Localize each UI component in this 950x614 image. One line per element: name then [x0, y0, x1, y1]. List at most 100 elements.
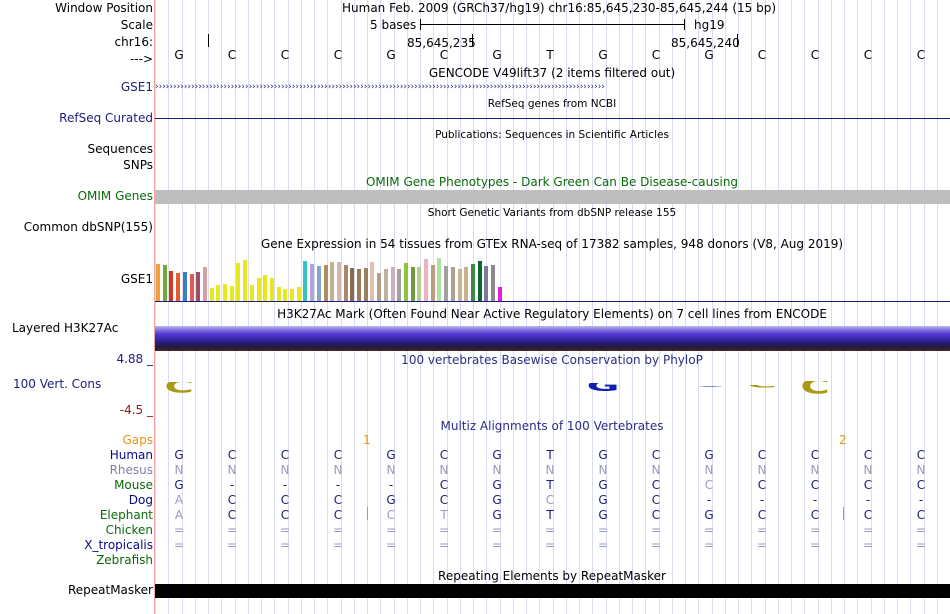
- omim-track-title[interactable]: OMIM Gene Phenotypes - Dark Green Can Be…: [365, 175, 739, 189]
- alignment-base: =: [544, 538, 556, 552]
- sequence-base: C: [333, 48, 343, 62]
- gtex-tissue-bar[interactable]: [209, 288, 214, 301]
- gtex-tissue-bar[interactable]: [156, 264, 160, 301]
- gtex-tissue-bar[interactable]: [243, 260, 248, 301]
- h3k27ac-track-title[interactable]: H3K27Ac Mark (Often Found Near Active Re…: [277, 307, 827, 321]
- gtex-tissue-bar[interactable]: [484, 266, 489, 301]
- gtex-tissue-bar[interactable]: [464, 267, 469, 301]
- gtex-tissue-bar[interactable]: [162, 265, 167, 301]
- gtex-tissue-bar[interactable]: [290, 289, 294, 301]
- gtex-tissue-bar[interactable]: [263, 275, 268, 301]
- gtex-tissue-bar[interactable]: [417, 267, 422, 301]
- gtex-tissue-bar[interactable]: [410, 267, 415, 301]
- cons-track-title[interactable]: 100 vertebrates Basewise Conservation by…: [401, 353, 703, 367]
- alignment-base: T: [546, 478, 554, 492]
- gtex-tissue-bar[interactable]: [316, 266, 321, 301]
- vert-cons-label[interactable]: 100 Vert. Cons: [13, 377, 102, 391]
- gtex-tissue-bar[interactable]: [343, 265, 348, 301]
- gtex-tissue-bar[interactable]: [189, 274, 194, 301]
- gtex-tissue-bar[interactable]: [202, 267, 207, 301]
- gse1-gene-arrows[interactable]: ››››››››››››››››››››››››››››››››››››››››…: [155, 82, 605, 92]
- gtex-tissue-bar[interactable]: [276, 287, 281, 301]
- alignment-base: C: [280, 448, 290, 462]
- gtex-tissue-bar[interactable]: [330, 262, 335, 301]
- gtex-tissue-bar[interactable]: [216, 285, 221, 301]
- species-label-human[interactable]: Human: [109, 448, 153, 462]
- gtex-tissue-bar[interactable]: [491, 265, 495, 301]
- gtex-tissue-bar[interactable]: [403, 263, 408, 301]
- species-label-mouse[interactable]: Mouse: [114, 478, 153, 492]
- refseq-track-title[interactable]: RefSeq genes from NCBI: [487, 98, 617, 110]
- gtex-tissue-bar[interactable]: [283, 289, 288, 301]
- gtex-tissue-bar[interactable]: [350, 268, 355, 301]
- refseq-gene-line[interactable]: [155, 118, 950, 119]
- species-label-dog[interactable]: Dog: [128, 493, 153, 507]
- gtex-tissue-bar[interactable]: [236, 263, 241, 301]
- gtex-tissue-bar[interactable]: [176, 273, 181, 301]
- conservation-logo[interactable]: C C C C G C G T G C G C C C C: [155, 366, 950, 410]
- gtex-tissue-bar[interactable]: [269, 278, 274, 301]
- multiz-track-title[interactable]: Multiz Alignments of 100 Vertebrates: [440, 419, 664, 433]
- gtex-tissue-bar[interactable]: [363, 268, 368, 301]
- gtex-gse1-label[interactable]: GSE1: [120, 272, 153, 286]
- species-label-elephant[interactable]: Elephant: [99, 508, 153, 522]
- gtex-tissue-bar[interactable]: [424, 259, 428, 301]
- gtex-tissue-bar[interactable]: [377, 273, 382, 301]
- gtex-tissue-bar[interactable]: [303, 261, 308, 301]
- common-dbsnp-label[interactable]: Common dbSNP(155): [23, 220, 153, 234]
- species-label-x_tropicalis[interactable]: X_tropicalis: [84, 538, 153, 552]
- h3k27ac-signal[interactable]: [155, 326, 950, 351]
- gtex-tissue-bar[interactable]: [357, 269, 361, 301]
- gtex-tissue-bar[interactable]: [182, 272, 187, 301]
- gtex-tissue-bar[interactable]: [444, 266, 449, 301]
- gtex-tissue-bar[interactable]: [229, 286, 234, 301]
- snps-label[interactable]: SNPs: [123, 158, 153, 172]
- species-label-zebrafish[interactable]: Zebrafish: [96, 553, 153, 567]
- gencode-track-title[interactable]: GENCODE V49lift37 (2 items filtered out): [428, 66, 676, 80]
- repeat-element-bar[interactable]: [155, 584, 950, 598]
- gtex-track-title[interactable]: Gene Expression in 54 tissues from GTEx …: [260, 237, 844, 251]
- alignment-base: C: [863, 448, 873, 462]
- gtex-tissue-bar[interactable]: [296, 287, 301, 301]
- gtex-tissue-bar[interactable]: [390, 267, 395, 301]
- gtex-tissue-bar[interactable]: [477, 261, 482, 301]
- gtex-tissue-bar[interactable]: [249, 285, 254, 301]
- alignment-base: C: [333, 508, 343, 522]
- gtex-tissue-bar[interactable]: [383, 269, 388, 301]
- layered-h3k27ac-label[interactable]: Layered H3K27Ac: [12, 321, 119, 335]
- gtex-tissue-bar[interactable]: [256, 278, 261, 301]
- omim-genes-label[interactable]: OMIM Genes: [77, 189, 153, 203]
- gtex-tissue-bar[interactable]: [169, 271, 174, 301]
- grid-line: [871, 0, 872, 614]
- gtex-tissue-bar[interactable]: [450, 267, 455, 301]
- dbsnp-track-title[interactable]: Short Genetic Variants from dbSNP releas…: [427, 207, 677, 219]
- species-label-rhesus[interactable]: Rhesus: [109, 463, 153, 477]
- refseq-curated-label[interactable]: RefSeq Curated: [59, 111, 153, 125]
- track-plot-area[interactable]: Human Feb. 2009 (GRCh37/hg19) chr16:85,6…: [155, 0, 950, 614]
- pubs-track-title[interactable]: Publications: Sequences in Scientific Ar…: [435, 129, 669, 141]
- gtex-tissue-bar[interactable]: [370, 262, 375, 301]
- repeat-track-title[interactable]: Repeating Elements by RepeatMasker: [438, 569, 666, 583]
- gtex-tissue-bar[interactable]: [457, 269, 462, 301]
- gtex-tissue-bar[interactable]: [323, 265, 328, 301]
- gtex-tissue-bar[interactable]: [430, 265, 435, 301]
- species-label-chicken[interactable]: Chicken: [105, 523, 153, 537]
- grid-line: [433, 0, 434, 614]
- gtex-tissue-bar[interactable]: [470, 264, 475, 301]
- gtex-tissue-bar[interactable]: [196, 272, 201, 301]
- gtex-bar-chart[interactable]: [155, 253, 950, 301]
- sequences-label[interactable]: Sequences: [87, 142, 153, 156]
- grid-line: [486, 0, 487, 614]
- omim-gene-bar[interactable]: [155, 190, 950, 204]
- gtex-tissue-bar[interactable]: [497, 287, 502, 301]
- gtex-tissue-bar[interactable]: [437, 258, 442, 301]
- grid-line: [327, 0, 328, 614]
- gtex-tissue-bar[interactable]: [336, 262, 341, 301]
- repeatmasker-label[interactable]: RepeatMasker: [67, 583, 153, 597]
- gse1-gencode-label[interactable]: GSE1: [120, 80, 153, 94]
- gtex-tissue-bar[interactable]: [223, 284, 227, 301]
- alignment-base: =: [491, 538, 503, 552]
- gtex-tissue-bar[interactable]: [310, 264, 315, 301]
- gtex-tissue-bar[interactable]: [397, 269, 402, 301]
